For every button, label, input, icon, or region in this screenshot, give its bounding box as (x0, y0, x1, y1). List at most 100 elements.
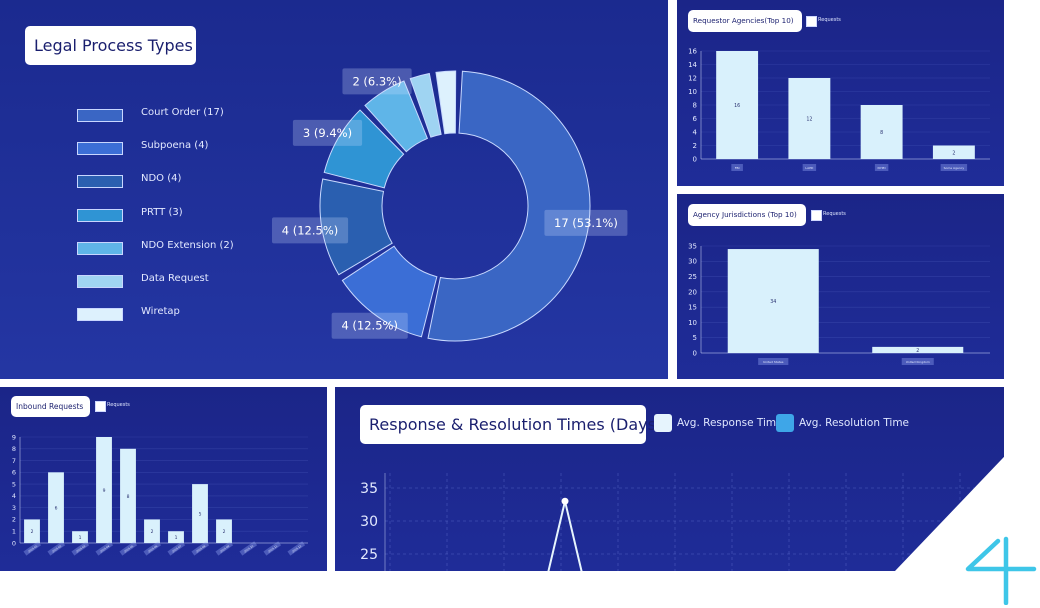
x-tick-chip (940, 164, 968, 171)
donut-slice (435, 70, 457, 135)
y-tick-label: 10 (688, 88, 697, 96)
bar-value-label: 5 (199, 512, 202, 518)
x-tick-label: 2024-08 (195, 544, 206, 554)
legend-label-response: Avg. Response Time (677, 417, 783, 429)
x-tick-chip (758, 358, 789, 365)
legend-label-1: Subpoena (4) (141, 140, 209, 152)
y-tick-label: 16 (688, 47, 697, 55)
slice-label-box (271, 217, 349, 244)
donut-slice (341, 245, 438, 338)
bar (120, 448, 136, 543)
x-tick-chip (167, 541, 186, 556)
y-tick-label: 20 (688, 288, 697, 296)
legend-swatch (811, 210, 822, 221)
slice-label: 17 (53.1%) (554, 216, 618, 230)
donut-chart: 17 (53.1%) 4 (12.5%) 4 (12.5%) 3 (9.4%) 2 (6… (271, 68, 628, 342)
bar-value-label: 16 (734, 103, 740, 109)
bar-value-label: 12 (806, 117, 812, 123)
brand-logo-mark (965, 536, 1037, 605)
legend-swatch-resolution (776, 414, 794, 432)
bar (168, 531, 184, 543)
response-time-point (561, 497, 569, 505)
y-tick-label: 0 (693, 349, 697, 357)
slice-label: 2 (6.3%) (352, 74, 401, 88)
bar-value-label: 2 (151, 529, 154, 535)
x-tick-label: FBI (735, 166, 740, 170)
bar-value-label: 2 (952, 150, 955, 156)
bar (860, 105, 903, 159)
x-tick-chip (47, 541, 66, 556)
legend-swatch-response (654, 414, 672, 432)
x-tick-chip (263, 541, 282, 556)
slice-label-box (544, 209, 628, 236)
requestor-agencies-chart[interactable]: 0 2 4 6 8 10 12 14 16 16 FBI 12 LAPD 8 NYPD 2 Some Agenc… (677, 0, 1004, 186)
y-tick-label: 30 (688, 258, 697, 266)
slice-label: 3 (9.4%) (303, 126, 352, 140)
donut-slice (319, 178, 393, 276)
y-tick-label: 6 (693, 115, 698, 123)
bar-value-label: 34 (770, 299, 776, 305)
bar (192, 484, 208, 543)
donut-slice (427, 70, 591, 342)
y-tick-label: 4 (693, 128, 698, 136)
response-times-chart[interactable]: 25 30 35 (335, 387, 1004, 571)
bar (144, 519, 160, 543)
bar (48, 472, 64, 543)
agency-jurisdictions-title: Agency Jurisdictions (Top 10) (688, 204, 806, 226)
x-tick-label: United Kingdom (906, 360, 930, 364)
donut-slice (409, 72, 442, 138)
legend-swatch-1 (77, 142, 123, 156)
x-tick-chip (731, 164, 743, 171)
requestor-agencies-title: Requestor Agencies(Top 10) (688, 10, 802, 32)
legend-label-resolution: Avg. Resolution Time (799, 417, 910, 429)
agency-jurisdictions-chart[interactable]: 0 5 10 15 20 25 30 35 34 United States 2 United Kin… (677, 194, 1004, 379)
legend-swatch-3 (77, 208, 123, 222)
x-tick-label: 2024-10 (243, 544, 254, 554)
y-tick-label: 4 (12, 492, 16, 500)
bar (72, 531, 88, 543)
slice-label: 4 (12.5%) (282, 223, 338, 237)
slice-label-box (342, 68, 412, 95)
x-tick-label: 2024-12 (291, 544, 302, 554)
bar (216, 519, 232, 543)
donut-slice (323, 109, 405, 189)
x-tick-chip (802, 164, 817, 171)
y-tick-label: 5 (693, 334, 697, 342)
requestor-agencies-panel: Requestor Agencies(Top 10) Requests 0 2 4 6… (677, 0, 1004, 186)
legend-label-4: NDO Extension (2) (141, 239, 234, 251)
y-tick-label: 15 (688, 304, 697, 312)
legend-swatch-2 (77, 175, 123, 189)
y-tick-label: 9 (12, 433, 16, 441)
x-tick-chip (191, 541, 210, 556)
legend-label-6: Wiretap (141, 306, 180, 318)
legend-label-2: NDO (4) (141, 173, 182, 185)
bar-value-label: 1 (79, 535, 82, 541)
x-tick-chip (95, 541, 114, 556)
bar (872, 346, 964, 353)
y-tick-label: 7 (12, 457, 16, 465)
bar-value-label: 2 (916, 348, 919, 354)
response-time-line (547, 500, 583, 571)
legal-process-panel: Legal Process Types Court Order (17) Subp… (0, 0, 668, 379)
bar (727, 249, 819, 353)
response-times-panel: 25 30 35 Response & Resolution Times (Days… (335, 387, 1004, 571)
bar (788, 78, 831, 159)
x-tick-label: 2024-03 (75, 544, 86, 554)
y-tick-label: 35 (360, 481, 378, 497)
bar (96, 437, 112, 543)
bar-value-label: 9 (103, 488, 106, 494)
x-tick-label: Some Agency (944, 166, 965, 170)
bar-value-label: 8 (127, 494, 130, 500)
inbound-requests-chart[interactable]: 0 1 2 3 4 5 6 7 8 9 2 2024-01 6 2024-02 1 2024-03 9 2024-… (0, 387, 327, 571)
legend-swatch-6 (77, 308, 123, 322)
legend-label-0: Court Order (17) (141, 107, 224, 118)
x-tick-chip (874, 164, 889, 171)
x-tick-label: 2024-06 (147, 544, 158, 554)
legend-swatch (95, 401, 106, 412)
y-tick-label: 8 (12, 445, 16, 453)
donut-slice (364, 80, 429, 153)
y-tick-label: 35 (688, 242, 697, 250)
y-tick-label: 25 (688, 273, 697, 281)
x-tick-label: NYPD (878, 166, 887, 170)
x-tick-label: 2024-05 (123, 544, 134, 554)
